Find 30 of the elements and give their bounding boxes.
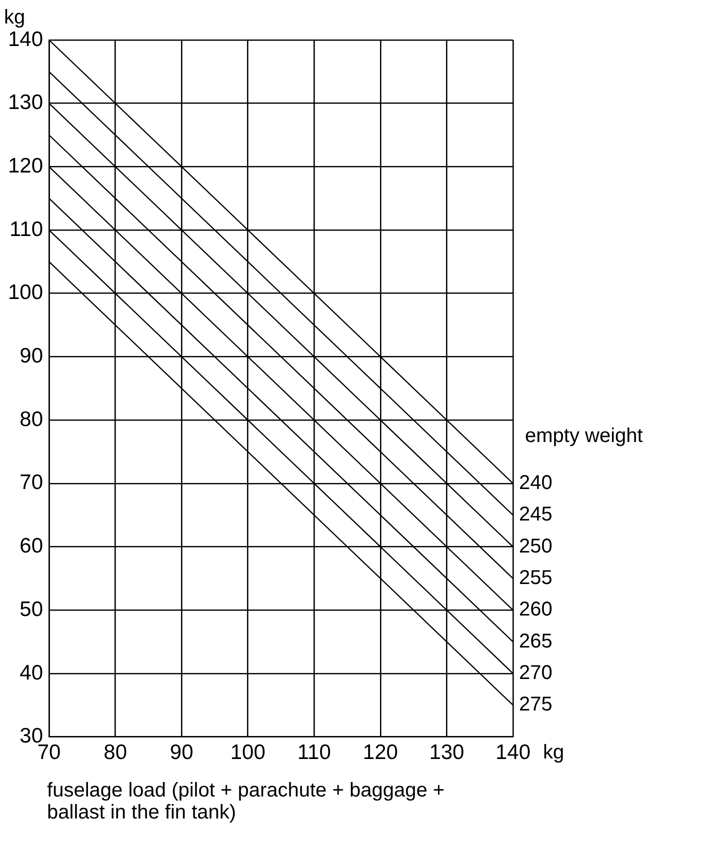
y-tick-label: 130 (8, 91, 44, 114)
series-label: 275 (519, 694, 552, 716)
y-tick-label: 80 (20, 408, 44, 431)
y-tick-label: 60 (20, 534, 44, 558)
x-tick-label: 140 (495, 741, 531, 764)
y-tick-label: 40 (20, 661, 44, 684)
series-label: 270 (519, 662, 552, 684)
x-tick-label: 110 (297, 741, 331, 764)
y-axis-title: kg (4, 6, 26, 29)
series-label: 240 (519, 472, 552, 494)
series-label: 255 (519, 566, 552, 589)
y-tick-label: 70 (20, 471, 44, 494)
series-label: 265 (519, 630, 552, 652)
series-label: 250 (519, 535, 552, 558)
x-tick-label: 80 (104, 741, 127, 764)
x-tick-label: 90 (170, 741, 194, 764)
y-tick-label: 50 (20, 598, 44, 621)
x-tick-label: 100 (230, 741, 266, 764)
y-tick-label: 90 (20, 344, 44, 368)
x-tick-label: 130 (429, 741, 464, 764)
y-tick-label: 140 (8, 28, 44, 51)
y-tick-label: 110 (10, 218, 44, 241)
text: kg (543, 741, 564, 764)
x-tick-label: 120 (362, 741, 398, 764)
y-tick-label: 120 (8, 154, 44, 178)
legend-title: empty weight (525, 424, 644, 447)
x-axis-title: fuselage load (pilot + parachute + baggage + ballast in the fin tank) (47, 779, 445, 824)
series-label: 260 (519, 598, 552, 621)
y-tick-label: 100 (8, 281, 44, 304)
series-label: 245 (519, 504, 552, 526)
